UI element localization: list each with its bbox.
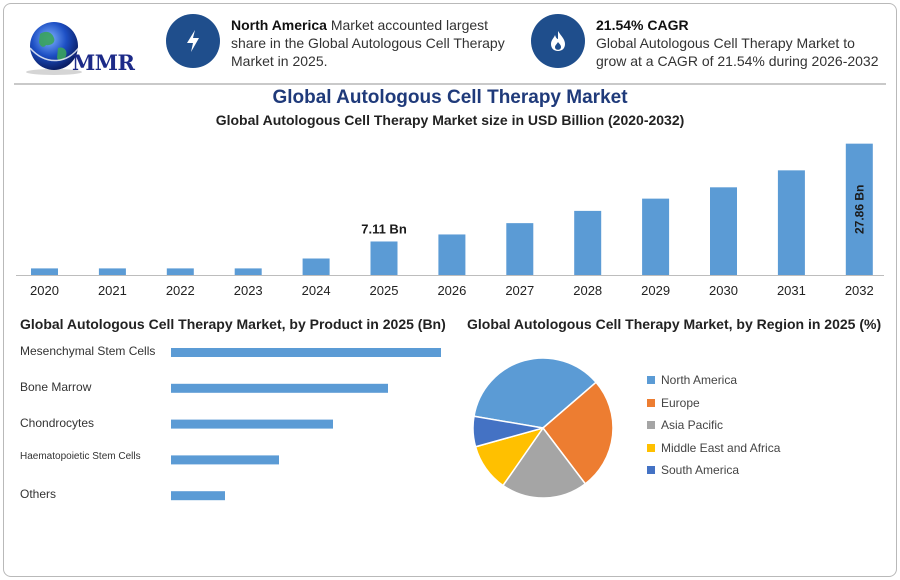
callout-2-text: Global Autologous Cell Therapy Market to…	[596, 35, 879, 69]
product-label-0: Mesenchymal Stem Cells	[20, 344, 156, 358]
tick-label-2024: 2024	[302, 283, 331, 298]
tick-label-2025: 2025	[370, 283, 399, 298]
legend-item-2: Asia Pacific	[647, 418, 723, 432]
chart-title-market-size: Global Autologous Cell Therapy Market si…	[215, 112, 685, 128]
pie-slice-0	[473, 358, 598, 429]
tick-label-2020: 2020	[30, 283, 59, 298]
legend-swatch-3	[647, 443, 655, 452]
region-pie-chart	[472, 358, 614, 499]
legend-label-3: Middle East and Africa	[661, 440, 781, 455]
callout-north-america: North America Market accounted largest s…	[231, 16, 521, 70]
header-divider	[14, 83, 886, 85]
tick-label-2032: 2032	[845, 283, 874, 298]
legend-item-4: South America	[647, 463, 739, 477]
bar-2032	[845, 143, 873, 275]
callout-2-bold: 21.54% CAGR	[596, 17, 689, 33]
bar-2024	[302, 258, 330, 275]
product-label-3: Haematopoietic Stem Cells	[20, 451, 141, 463]
legend-label-2: Asia Pacific	[661, 418, 724, 432]
callout-1-text: Market accounted largest share in the Gl…	[231, 17, 505, 69]
page-frame	[3, 3, 897, 577]
callout-1-bold: North America	[231, 17, 327, 33]
page-title: Global Autologous Cell Therapy Market	[272, 87, 628, 108]
product-bar-1	[171, 383, 388, 393]
tick-label-2030: 2030	[709, 283, 738, 298]
fire-drop-icon	[531, 14, 585, 68]
chart-title-by-region: Global Autologous Cell Therapy Market, b…	[467, 316, 882, 332]
chart-title-by-product: Global Autologous Cell Therapy Market, b…	[20, 316, 446, 332]
bar-2031	[777, 170, 805, 275]
legend-swatch-2	[647, 421, 655, 429]
bar-2028	[574, 210, 602, 275]
pie-slice-4	[472, 415, 544, 448]
tick-label-2026: 2026	[437, 283, 466, 298]
data-label-2025: 7.11 Bn	[361, 221, 407, 236]
product-label-1: Bone Marrow	[20, 379, 92, 394]
legend-swatch-4	[647, 466, 655, 474]
tick-label-2027: 2027	[505, 283, 534, 298]
legend-label-0: North America	[661, 373, 738, 387]
mmr-logo: MMR	[16, 16, 138, 76]
bar-2030	[710, 187, 737, 275]
legend-swatch-0	[647, 376, 655, 384]
bar-2027	[506, 223, 534, 275]
tick-label-2031: 2031	[777, 283, 806, 298]
tick-label-2028: 2028	[573, 283, 602, 298]
product-bar-3	[171, 455, 279, 465]
tick-label-2023: 2023	[234, 283, 263, 298]
bar-2029	[642, 198, 670, 275]
product-bar-4	[171, 491, 225, 501]
legend-swatch-1	[647, 398, 655, 407]
product-bar-chart	[171, 348, 441, 501]
bar-2025	[370, 241, 398, 275]
pie-slice-1	[541, 381, 614, 485]
legend-item-0: North America	[647, 373, 737, 387]
data-label-2032: 27.86 Bn	[852, 185, 866, 234]
product-label-2: Chondrocytes	[20, 415, 95, 430]
legend-item-3: Middle East and Africa	[647, 441, 780, 455]
legend-item-1: Europe	[647, 396, 700, 410]
product-label-4: Others	[20, 487, 57, 502]
product-bar-2	[171, 419, 333, 429]
logo-text: MMR	[72, 50, 135, 75]
bar-2023	[234, 268, 262, 275]
bar-2021	[98, 268, 126, 275]
tick-label-2029: 2029	[641, 283, 670, 298]
legend-label-4: South America	[661, 463, 740, 477]
callout-cagr: 21.54% CAGR Global Autologous Cell Thera…	[596, 16, 886, 70]
product-bar-0	[171, 348, 441, 357]
globe-icon	[26, 22, 82, 75]
lightning-icon	[166, 14, 220, 68]
pie-slice-2	[501, 426, 587, 499]
bar-2022	[166, 268, 194, 275]
tick-label-2022: 2022	[166, 283, 195, 298]
market-size-bar-chart: 2020 2021 2022 2023 2024 2025 7.11 Bn 2026 2027 2…	[16, 143, 884, 298]
tick-label-2021: 2021	[98, 283, 127, 298]
bar-2026	[438, 234, 466, 275]
legend-label-1: Europe	[661, 395, 700, 410]
bar-2020	[31, 268, 58, 275]
